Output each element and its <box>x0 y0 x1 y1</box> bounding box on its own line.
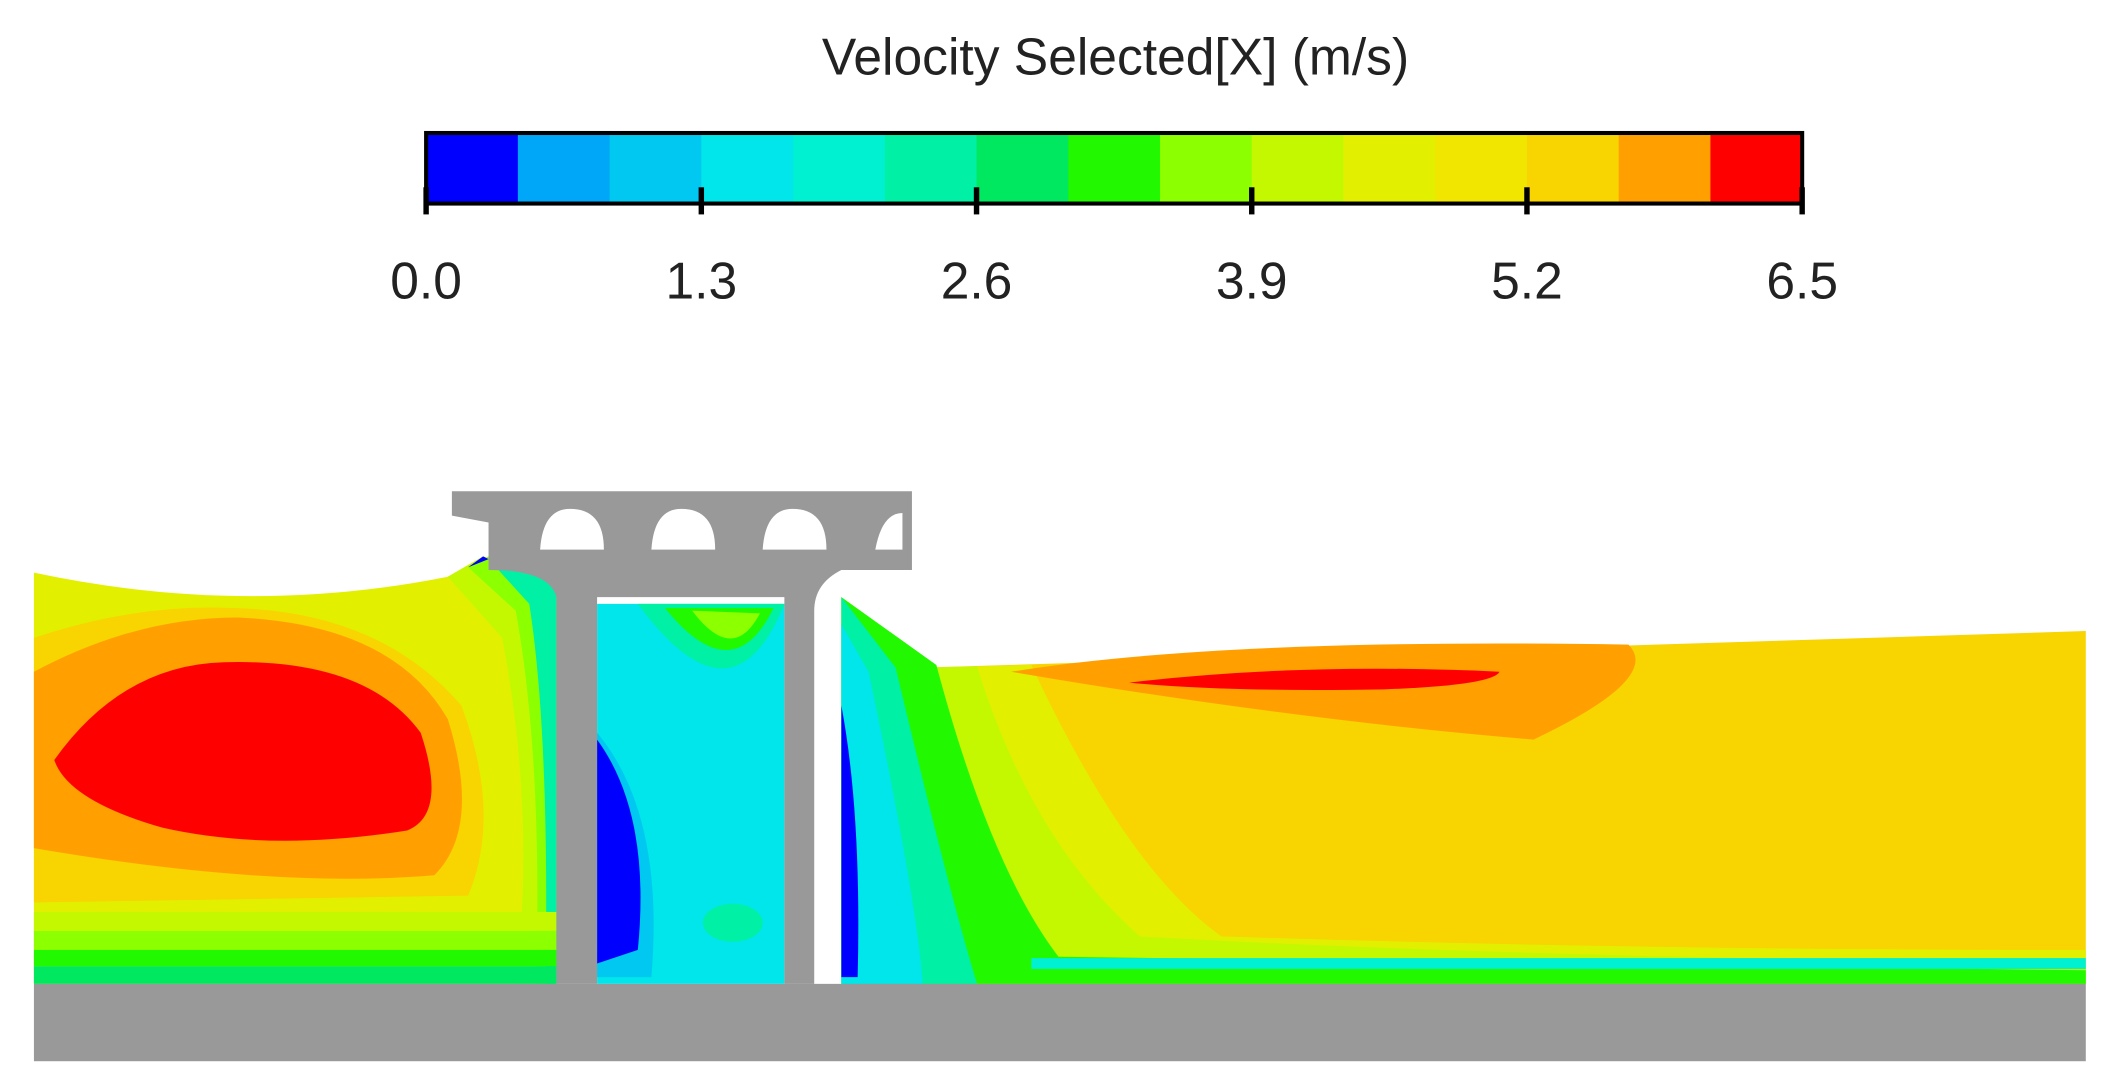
colorbar-tick-label: 0.0 <box>390 252 462 310</box>
colorbar-band <box>1710 132 1803 204</box>
colorbar-band <box>1343 132 1436 204</box>
colorbar-band <box>1526 132 1620 204</box>
colorbar-band <box>1160 132 1253 204</box>
colorbar-tick-label: 3.9 <box>1216 252 1288 310</box>
colorbar-band <box>793 132 886 204</box>
colorbar: 0.0 1.3 2.6 3.9 5.2 6.5 <box>390 130 1838 310</box>
colorbar-band <box>884 132 978 204</box>
colorbar-band <box>1251 132 1345 204</box>
colorbar-band <box>517 132 611 204</box>
colorbar-tick-label: 2.6 <box>941 252 1013 310</box>
colorbar-tick-label: 5.2 <box>1491 252 1563 310</box>
colorbar-band <box>701 132 794 204</box>
colorbar-band <box>609 132 703 204</box>
colorbar-band <box>1435 132 1528 204</box>
colorbar-title: Velocity Selected[X] (m/s) <box>822 28 1409 86</box>
colorbar-band <box>426 132 519 204</box>
colorbar-band <box>1618 132 1712 204</box>
colorbar-band <box>1068 132 1161 204</box>
colorbar-frame <box>424 130 1805 206</box>
colorbar-tick-label: 6.5 <box>1766 252 1838 310</box>
colorbar-tick-label: 1.3 <box>665 252 737 310</box>
velocity-field <box>33 491 2086 1062</box>
colorbar-band <box>976 132 1069 204</box>
